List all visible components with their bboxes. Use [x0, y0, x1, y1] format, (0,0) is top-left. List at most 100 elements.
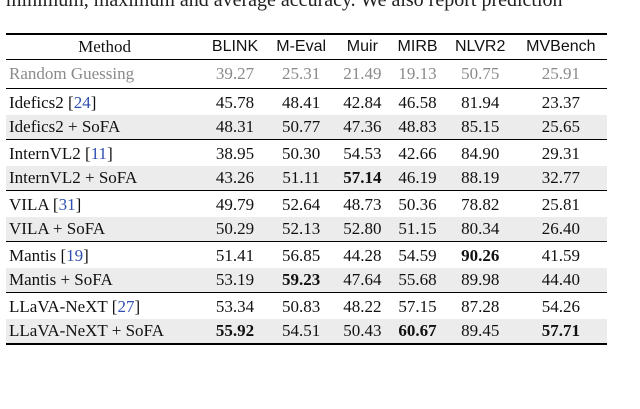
- column-header-mvbench: MVBench: [514, 33, 607, 60]
- score-cell-blink: 39.27: [203, 59, 267, 89]
- score-cell-mirb: 19.13: [389, 59, 446, 89]
- score-cell-nlvr2: 85.15: [445, 115, 515, 140]
- header-row: Method BLINK M-Eval Muir MIRB NLVR2 MVBench: [6, 33, 607, 60]
- score-cell-m-eval: 50.83: [282, 297, 321, 316]
- table-row: Mantis [19] 51.41 56.85 44.28 54.59 90.26 41.5…: [6, 242, 607, 269]
- table-row: Idefics2 + SoFA 48.31 50.77 47.36 48.83 85.15…: [6, 115, 607, 140]
- score-cell-muir: 21.49: [335, 59, 390, 89]
- score-cell-m-eval: 51.11: [267, 166, 336, 191]
- method-cell: LLaVA-NeXT + SoFA: [6, 319, 204, 345]
- method-cell: Random Guessing: [6, 59, 204, 89]
- method-name: Idefics2 + SoFA: [9, 117, 121, 136]
- score-cell-blink: 48.31: [203, 115, 267, 140]
- method-name: InternVL2 + SoFA: [9, 168, 138, 187]
- method-cell: Mantis + SoFA: [6, 268, 204, 293]
- score-cell-m-eval: 52.13: [267, 217, 336, 242]
- method-name: LLaVA-NeXT + SoFA: [9, 321, 165, 340]
- score-cell-mirb: 57.15: [398, 297, 437, 316]
- citation-link[interactable]: 19: [66, 246, 84, 265]
- method-name: Idefics2: [9, 93, 64, 112]
- method-cell: LLaVA-NeXT [27]: [9, 297, 141, 316]
- score-cell-muir: 47.64: [335, 268, 390, 293]
- method-cell: InternVL2 + SoFA: [6, 166, 204, 191]
- score-cell-muir: 48.73: [343, 195, 382, 214]
- score-cell-blink: 45.78: [215, 93, 255, 112]
- score-cell-m-eval: 59.23: [267, 268, 336, 293]
- score-cell-mvbench: 44.40: [514, 268, 607, 293]
- score-cell-mvbench: 41.59: [541, 246, 580, 265]
- score-cell-nlvr2: 78.82: [461, 195, 500, 214]
- score-cell-mirb: 46.58: [398, 93, 437, 112]
- score-cell-muir: 50.43: [335, 319, 390, 345]
- score-cell-blink: 49.79: [215, 195, 255, 214]
- score-cell-blink: 55.92: [203, 319, 267, 345]
- score-cell-m-eval: 56.85: [282, 246, 321, 265]
- method-cell: Idefics2 [24]: [9, 93, 97, 112]
- results-table: Method BLINK M-Eval Muir MIRB NLVR2 MVBench Ra…: [6, 33, 607, 345]
- score-cell-mirb: 51.15: [389, 217, 446, 242]
- citation-link[interactable]: 11: [90, 144, 108, 163]
- score-cell-mvbench: 25.65: [514, 115, 607, 140]
- column-header-m-eval: M-Eval: [267, 33, 336, 60]
- score-cell-mirb: 46.19: [389, 166, 446, 191]
- column-header-method: Method: [6, 33, 204, 60]
- method-name: Mantis: [9, 246, 57, 265]
- citation-link[interactable]: 31: [58, 195, 76, 214]
- method-cell: Mantis [19]: [9, 246, 89, 265]
- column-header-mirb: MIRB: [389, 33, 446, 60]
- method-name: Random Guessing: [9, 64, 135, 83]
- score-cell-nlvr2: 87.28: [461, 297, 500, 316]
- score-cell-blink: 38.95: [215, 144, 255, 163]
- column-header-blink: BLINK: [203, 33, 267, 60]
- score-cell-mirb: 50.36: [398, 195, 437, 214]
- score-cell-muir: 42.84: [343, 93, 382, 112]
- method-cell: InternVL2 [11]: [9, 144, 113, 163]
- score-cell-mvbench: 57.71: [514, 319, 607, 345]
- score-cell-nlvr2: 90.26: [461, 246, 500, 265]
- score-cell-muir: 54.53: [343, 144, 382, 163]
- score-cell-muir: 48.22: [343, 297, 382, 316]
- method-name: VILA: [9, 195, 49, 214]
- table-row: VILA [31] 49.79 52.64 48.73 50.36 78.82 25.81: [6, 191, 607, 218]
- score-cell-muir: 52.80: [335, 217, 390, 242]
- score-cell-mvbench: 23.37: [541, 93, 580, 112]
- score-cell-mirb: 42.66: [398, 144, 437, 163]
- score-cell-mvbench: 32.77: [514, 166, 607, 191]
- table-body: Random Guessing 39.27 25.31 21.49 19.13 50.75…: [6, 59, 607, 345]
- score-cell-mvbench: 25.81: [541, 195, 580, 214]
- score-cell-mirb: 54.59: [398, 246, 437, 265]
- score-cell-muir: 44.28: [343, 246, 382, 265]
- score-cell-blink: 51.41: [215, 246, 255, 265]
- method-name: VILA + SoFA: [9, 219, 106, 238]
- score-cell-m-eval: 48.41: [282, 93, 321, 112]
- citation-link[interactable]: 27: [117, 297, 135, 316]
- score-cell-m-eval: 50.77: [267, 115, 336, 140]
- score-cell-nlvr2: 89.45: [445, 319, 515, 345]
- table-row: Mantis + SoFA 53.19 59.23 47.64 55.68 89.98 44…: [6, 268, 607, 293]
- citation-link[interactable]: 24: [73, 93, 91, 112]
- score-cell-mirb: 60.67: [389, 319, 446, 345]
- table-row: Idefics2 [24] 45.78 48.41 42.84 46.58 81.94 23…: [6, 89, 607, 116]
- score-cell-mvbench: 26.40: [514, 217, 607, 242]
- table-row: LLaVA-NeXT + SoFA 55.92 54.51 50.43 60.67 89.…: [6, 319, 607, 345]
- score-cell-nlvr2: 88.19: [445, 166, 515, 191]
- column-header-muir: Muir: [335, 33, 390, 60]
- score-cell-mvbench: 29.31: [541, 144, 580, 163]
- score-cell-muir: 47.36: [335, 115, 390, 140]
- score-cell-muir: 57.14: [335, 166, 390, 191]
- score-cell-m-eval: 52.64: [282, 195, 321, 214]
- table-row: Random Guessing 39.27 25.31 21.49 19.13 50.75…: [6, 59, 607, 89]
- score-cell-nlvr2: 80.34: [445, 217, 515, 242]
- table-row: LLaVA-NeXT [27] 53.34 50.83 48.22 57.15 87.28…: [6, 293, 607, 320]
- score-cell-blink: 53.34: [215, 297, 255, 316]
- score-cell-nlvr2: 50.75: [445, 59, 515, 89]
- method-cell: VILA + SoFA: [6, 217, 204, 242]
- table-row: InternVL2 [11] 38.95 50.30 54.53 42.66 84.90 2…: [6, 140, 607, 167]
- method-name: LLaVA-NeXT: [9, 297, 108, 316]
- method-name: Mantis + SoFA: [9, 270, 113, 289]
- table-row: VILA + SoFA 50.29 52.13 52.80 51.15 80.34 26.4…: [6, 217, 607, 242]
- score-cell-nlvr2: 81.94: [461, 93, 500, 112]
- score-cell-blink: 43.26: [203, 166, 267, 191]
- caption-fragment: minimum, maximum and average accuracy. W…: [6, 0, 563, 11]
- score-cell-blink: 50.29: [203, 217, 267, 242]
